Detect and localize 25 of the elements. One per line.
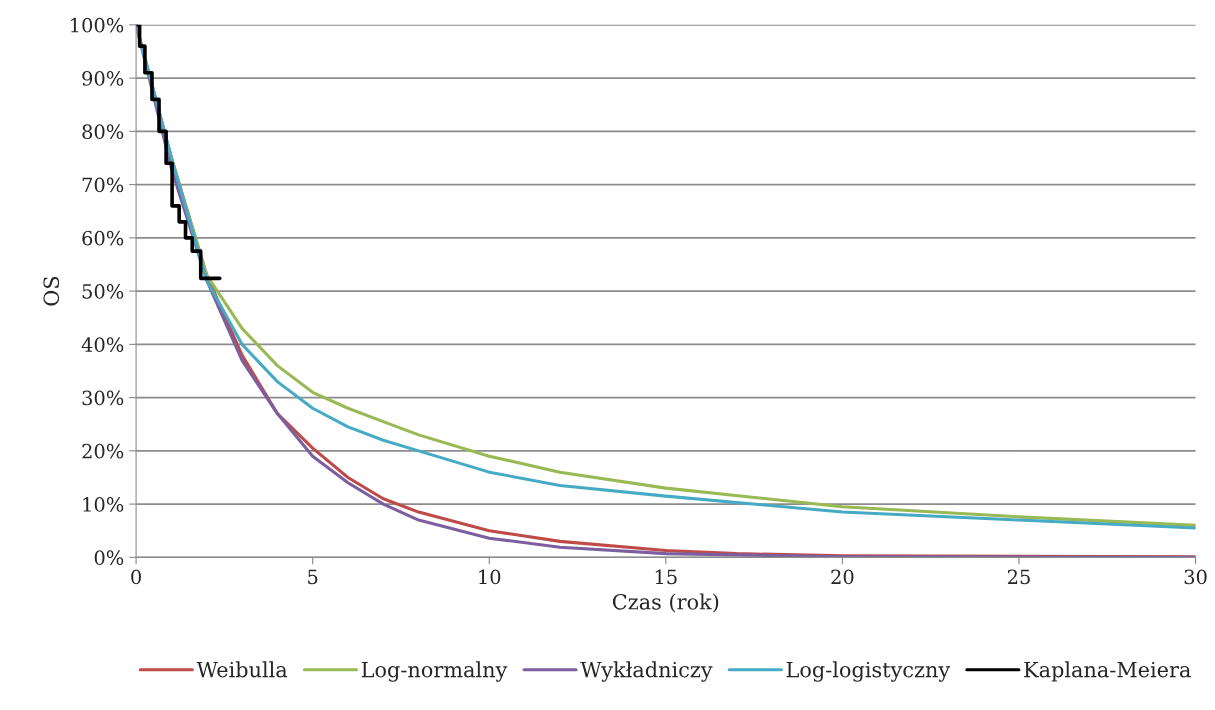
y-tick-label: 10%	[83, 497, 124, 512]
y-tick-label: 90%	[82, 71, 124, 86]
x-tick-label: 0	[131, 569, 141, 585]
y-tick-label: 40%	[81, 337, 124, 353]
x-tick-label: 25	[1007, 569, 1030, 585]
legend-label: Log-normalny	[361, 661, 508, 682]
y-tick-label: 80%	[82, 124, 124, 140]
x-tick-label: 10	[479, 569, 501, 585]
x-tick-label: 5	[308, 569, 318, 585]
x-tick-label: 30	[1184, 569, 1207, 585]
y-tick-label: 50%	[82, 284, 124, 299]
x-axis-title: Czas (rok)	[612, 593, 719, 613]
y-axis-title: OS	[43, 276, 60, 306]
y-tick-label: 20%	[82, 443, 124, 459]
legend-label: Weibulla	[196, 661, 288, 678]
y-tick-label: 30%	[82, 390, 124, 406]
y-tick-label: 0%	[94, 550, 124, 566]
y-tick-label: 70%	[82, 177, 124, 193]
x-tick-label: 20	[831, 569, 854, 585]
legend-label: Log-logistyczny	[786, 661, 951, 682]
y-tick-label: 60%	[82, 230, 124, 246]
legend-label: Kaplana-Meiera	[1024, 661, 1191, 682]
legend-label: Wykładniczy	[580, 661, 713, 682]
x-tick-label: 15	[655, 569, 677, 585]
y-tick-label: 100%	[71, 17, 124, 33]
